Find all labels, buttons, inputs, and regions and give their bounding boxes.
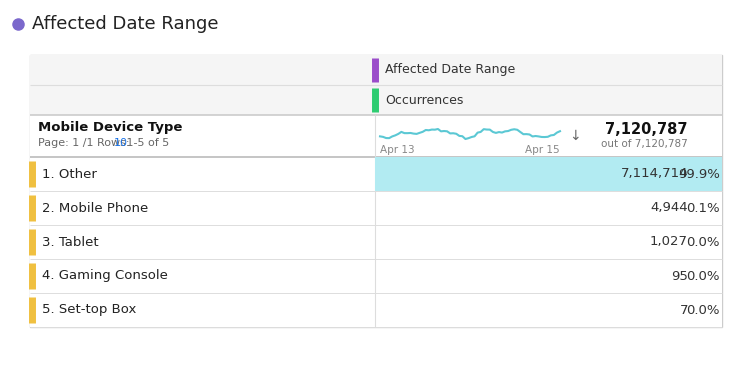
Text: out of 7,120,787: out of 7,120,787 bbox=[602, 139, 688, 149]
FancyBboxPatch shape bbox=[30, 157, 722, 191]
FancyBboxPatch shape bbox=[375, 157, 722, 191]
Text: 7,120,787: 7,120,787 bbox=[605, 121, 688, 137]
Text: ↓: ↓ bbox=[569, 129, 580, 143]
Text: Affected Date Range: Affected Date Range bbox=[385, 64, 515, 77]
Text: Affected Date Range: Affected Date Range bbox=[32, 15, 218, 33]
Text: 7,114,714: 7,114,714 bbox=[620, 168, 688, 181]
Text: 0.0%: 0.0% bbox=[686, 269, 720, 283]
Text: Apr 13: Apr 13 bbox=[380, 145, 415, 155]
Text: 0.0%: 0.0% bbox=[686, 303, 720, 316]
Text: 2. Mobile Phone: 2. Mobile Phone bbox=[42, 202, 148, 215]
Text: 1,027: 1,027 bbox=[650, 235, 688, 249]
Text: 0.1%: 0.1% bbox=[686, 202, 720, 215]
FancyBboxPatch shape bbox=[30, 259, 722, 293]
Text: 95: 95 bbox=[671, 269, 688, 283]
Text: 4. Gaming Console: 4. Gaming Console bbox=[42, 269, 168, 283]
Text: Occurrences: Occurrences bbox=[385, 94, 464, 107]
Text: Mobile Device Type: Mobile Device Type bbox=[38, 121, 182, 135]
FancyBboxPatch shape bbox=[30, 85, 722, 115]
FancyBboxPatch shape bbox=[30, 191, 722, 225]
Text: 7: 7 bbox=[680, 303, 688, 316]
Text: 99.9%: 99.9% bbox=[678, 168, 720, 181]
Text: 10: 10 bbox=[114, 138, 128, 148]
Text: 3. Tablet: 3. Tablet bbox=[42, 235, 99, 249]
Text: 1-5 of 5: 1-5 of 5 bbox=[123, 138, 170, 148]
Text: 4,944: 4,944 bbox=[650, 202, 688, 215]
Text: 1. Other: 1. Other bbox=[42, 168, 97, 181]
FancyBboxPatch shape bbox=[30, 55, 722, 85]
Text: Apr 15: Apr 15 bbox=[525, 145, 560, 155]
Text: 5. Set-top Box: 5. Set-top Box bbox=[42, 303, 136, 316]
FancyBboxPatch shape bbox=[30, 55, 722, 327]
FancyBboxPatch shape bbox=[30, 293, 722, 327]
Text: Page: 1 /1 Rows:: Page: 1 /1 Rows: bbox=[38, 138, 133, 148]
FancyBboxPatch shape bbox=[30, 115, 722, 157]
Text: 0.0%: 0.0% bbox=[686, 235, 720, 249]
FancyBboxPatch shape bbox=[30, 225, 722, 259]
